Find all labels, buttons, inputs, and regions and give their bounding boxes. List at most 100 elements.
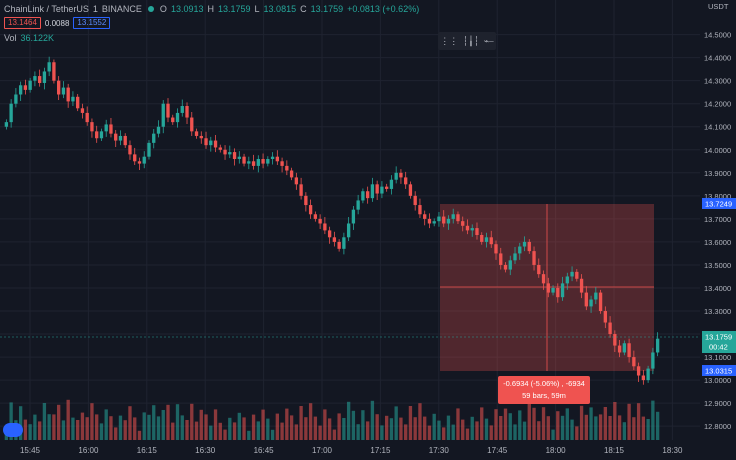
volume-bar <box>156 416 161 440</box>
high-value: 13.1759 <box>217 4 251 14</box>
candle-body <box>342 237 346 249</box>
candle-body <box>365 191 370 199</box>
volume-bar <box>641 416 646 440</box>
candle-body <box>80 108 85 113</box>
time-tick-label: 16:00 <box>78 446 99 455</box>
volume-bar <box>594 416 598 440</box>
candle-body <box>85 112 89 123</box>
range-top-label-bg <box>702 198 736 209</box>
change-value: +0.0813 (+0.62%) <box>347 4 420 14</box>
volume-bar <box>275 413 279 440</box>
candle-body <box>655 338 660 353</box>
volume-bar <box>308 403 313 440</box>
candle-body <box>375 184 379 194</box>
volume-bar <box>575 426 579 440</box>
candle-body <box>37 76 42 83</box>
drag-handle-icon[interactable]: ⋮⋮ <box>440 35 459 46</box>
candle-body <box>99 131 104 139</box>
time-tick-label: 17:30 <box>429 446 450 455</box>
candle-body <box>232 152 237 159</box>
candle-body <box>484 237 489 242</box>
current-price-label: 13.1759 <box>705 333 732 342</box>
volume-bar <box>95 414 99 440</box>
candle-body <box>356 200 360 210</box>
candle-body <box>4 122 9 127</box>
low-value: 13.0815 <box>263 4 297 14</box>
volume-bar <box>622 422 627 440</box>
volume-bar <box>508 413 512 440</box>
candle-body <box>142 156 146 164</box>
measure-tooltip: -0.6934 (-5.06%) , -6934 59 bars, 59m <box>498 376 590 404</box>
volume-bar <box>456 408 460 440</box>
volume-bar <box>147 414 151 440</box>
tradingview-logo-icon[interactable] <box>3 423 23 437</box>
candle-body <box>560 283 565 298</box>
candle-body <box>218 147 222 150</box>
volume-bar <box>480 407 484 440</box>
candle-body <box>223 149 227 155</box>
candle-body <box>651 352 655 369</box>
candle-body <box>171 117 175 123</box>
volume-bar <box>71 417 75 440</box>
candle-body <box>622 343 627 353</box>
candle-body <box>480 235 484 242</box>
interval[interactable]: 1 <box>92 4 98 14</box>
candle-body <box>584 292 588 307</box>
volume-bar <box>61 420 66 440</box>
candle-body <box>513 253 517 261</box>
candle-body <box>204 138 208 146</box>
volume-bar <box>527 403 531 440</box>
candle-body <box>346 223 351 238</box>
candle-body <box>394 172 398 180</box>
volume-bar <box>237 412 241 440</box>
time-tick-label: 17:45 <box>487 446 508 455</box>
volume-bar <box>99 423 104 440</box>
line-icon[interactable]: ⌁⎯ <box>483 35 494 46</box>
range-bottom-label-bg <box>702 365 736 376</box>
volume-bar <box>532 407 536 440</box>
buy-button[interactable]: 13.1552 <box>73 17 111 29</box>
current-price-label-bg <box>702 331 736 353</box>
volume-bar <box>313 416 318 440</box>
volume-bar <box>556 411 560 440</box>
volume-bar <box>152 405 156 440</box>
volume-bar <box>627 403 631 440</box>
candle-body <box>228 152 232 155</box>
volume-bar <box>570 419 574 440</box>
price-axis[interactable] <box>700 0 736 460</box>
candle-body <box>266 158 270 164</box>
volume-bar <box>166 404 170 440</box>
sell-button[interactable]: 13.1464 <box>4 17 41 29</box>
price-tick-label: 13.9000 <box>704 169 731 178</box>
volume-bar <box>632 417 636 440</box>
candle-body <box>461 221 465 226</box>
volume-bar <box>332 429 337 440</box>
measure-line-2: 59 bars, 59m <box>522 391 566 400</box>
candle-body <box>161 103 165 127</box>
volume-bar <box>28 424 32 440</box>
volume-bar <box>142 412 146 440</box>
volume-bar <box>194 421 199 440</box>
candles <box>4 56 660 385</box>
volume-bar <box>385 415 389 440</box>
volume-bar <box>461 419 465 440</box>
candle-body <box>565 276 569 284</box>
candle-body <box>194 131 199 136</box>
candles-icon[interactable]: ┆╽┆ <box>462 35 480 46</box>
candle-body <box>128 145 132 155</box>
symbol-name[interactable]: ChainLink / TetherUS <box>4 4 89 14</box>
volume-bar <box>465 428 470 440</box>
volume-bar <box>76 420 80 440</box>
volume-bar <box>18 406 23 440</box>
candle-body <box>14 94 18 104</box>
price-tick-label: 14.5000 <box>704 31 731 40</box>
volume-bar <box>437 420 441 440</box>
volume-bar <box>617 415 622 440</box>
candle-body <box>133 154 137 162</box>
candle-body <box>351 209 356 224</box>
time-tick-label: 16:30 <box>195 446 216 455</box>
price-tick-label: 13.6000 <box>704 238 731 247</box>
close-label: C <box>300 4 307 14</box>
volume-bar <box>256 421 260 440</box>
